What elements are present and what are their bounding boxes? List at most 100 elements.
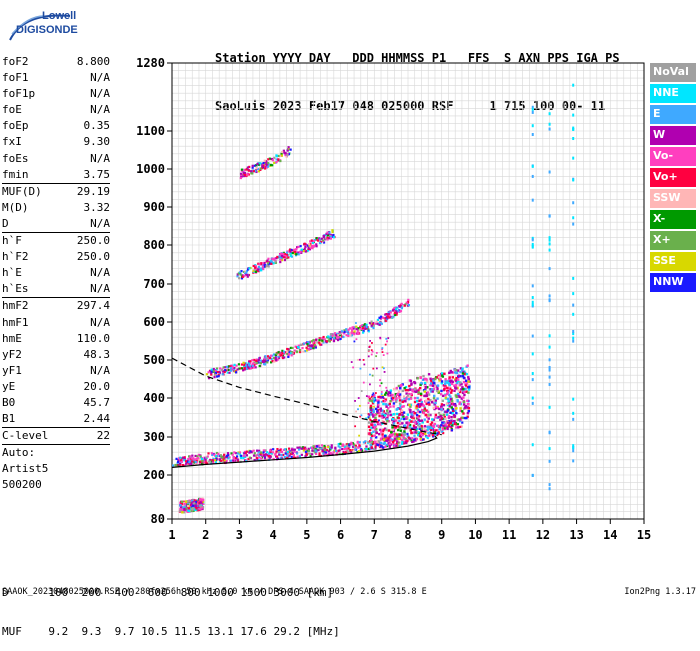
echo-point [288, 351, 291, 354]
param-row: foEs N/A [2, 151, 110, 167]
echo-point [386, 340, 388, 343]
echo-point [257, 262, 260, 265]
echo-point [225, 454, 228, 457]
echo-point [324, 452, 328, 455]
echo-point [388, 444, 391, 447]
echo-point [466, 415, 469, 418]
echo-point [415, 406, 418, 409]
echo-point [351, 331, 354, 335]
echo-point [291, 346, 294, 350]
echo-point [403, 440, 406, 443]
echo-point [432, 429, 435, 432]
echo-point [428, 403, 431, 406]
echo-point [465, 416, 468, 420]
echo-point [400, 307, 404, 310]
echo-point [410, 439, 413, 442]
param-row: Artist5 [2, 461, 110, 477]
echo-point [452, 409, 455, 413]
echo-point [259, 452, 262, 455]
echo-point [324, 237, 327, 240]
echo-point [371, 424, 375, 427]
echo-point [401, 383, 404, 386]
echo-point [383, 371, 386, 373]
echo-point [407, 439, 410, 442]
echo-point [243, 452, 246, 455]
echo-point [388, 316, 391, 319]
echo-point [381, 351, 384, 354]
echo-point [388, 445, 391, 449]
echo-point [375, 320, 378, 323]
echo-point [336, 332, 339, 335]
echo-point [408, 437, 412, 440]
echo-point [465, 372, 468, 376]
echo-point [367, 416, 370, 419]
echo-point [230, 364, 233, 367]
echo-point [464, 379, 468, 382]
echo-point [287, 348, 290, 351]
echo-point [548, 214, 551, 218]
echo-point [443, 427, 446, 430]
param-value: N/A [90, 151, 110, 165]
echo-point [227, 457, 230, 460]
echo-point [290, 354, 293, 357]
echo-point [572, 397, 575, 401]
echo-point [329, 451, 332, 455]
echo-point [407, 388, 410, 392]
echo-point [253, 164, 256, 167]
echo-point [403, 436, 406, 440]
echo-point [440, 381, 444, 385]
echo-point [422, 411, 426, 415]
param-name: 500200 [2, 478, 42, 492]
param-row: foF2 8.800 [2, 54, 110, 70]
echo-point [292, 352, 296, 355]
echo-point [365, 395, 368, 398]
echo-point [417, 434, 420, 437]
echo-point [258, 454, 261, 457]
echo-point [307, 449, 311, 452]
echo-point [389, 399, 392, 403]
echo-point [572, 83, 575, 87]
echo-point [343, 329, 346, 332]
echo-point [354, 444, 357, 447]
echo-point [381, 366, 384, 369]
echo-point [446, 386, 449, 390]
echo-point [548, 375, 551, 379]
echo-point [451, 376, 454, 379]
echo-point [393, 435, 397, 438]
echo-point [386, 419, 389, 423]
echo-point [362, 328, 365, 331]
echo-point [302, 249, 306, 253]
echo-point [444, 394, 447, 397]
param-value: N/A [90, 282, 110, 296]
echo-point [434, 429, 438, 432]
echo-point [321, 449, 324, 452]
echo-point [405, 426, 408, 429]
echo-point [195, 502, 198, 506]
echo-point [369, 438, 373, 442]
echo-point [531, 296, 534, 300]
echo-point [287, 256, 290, 259]
echo-point [245, 168, 248, 171]
echo-point [242, 456, 245, 460]
echo-point [379, 336, 382, 339]
echo-point [198, 501, 201, 505]
echo-point [387, 312, 390, 316]
echo-point [461, 416, 464, 419]
echo-point [392, 413, 395, 416]
echo-point [419, 383, 422, 386]
echo-point [375, 418, 378, 421]
echo-point [446, 379, 449, 383]
echo-point [373, 419, 377, 422]
echo-point [447, 382, 450, 385]
echo-point [371, 402, 375, 405]
echo-point [384, 445, 387, 448]
echo-point [279, 448, 282, 452]
echo-point [224, 369, 227, 372]
echo-point [372, 326, 375, 330]
param-row: M(D) 3.32 [2, 200, 110, 216]
echo-point [261, 262, 264, 265]
echo-point [249, 266, 252, 270]
echo-point [312, 341, 315, 344]
echo-point [395, 442, 399, 445]
echo-point [205, 373, 209, 376]
